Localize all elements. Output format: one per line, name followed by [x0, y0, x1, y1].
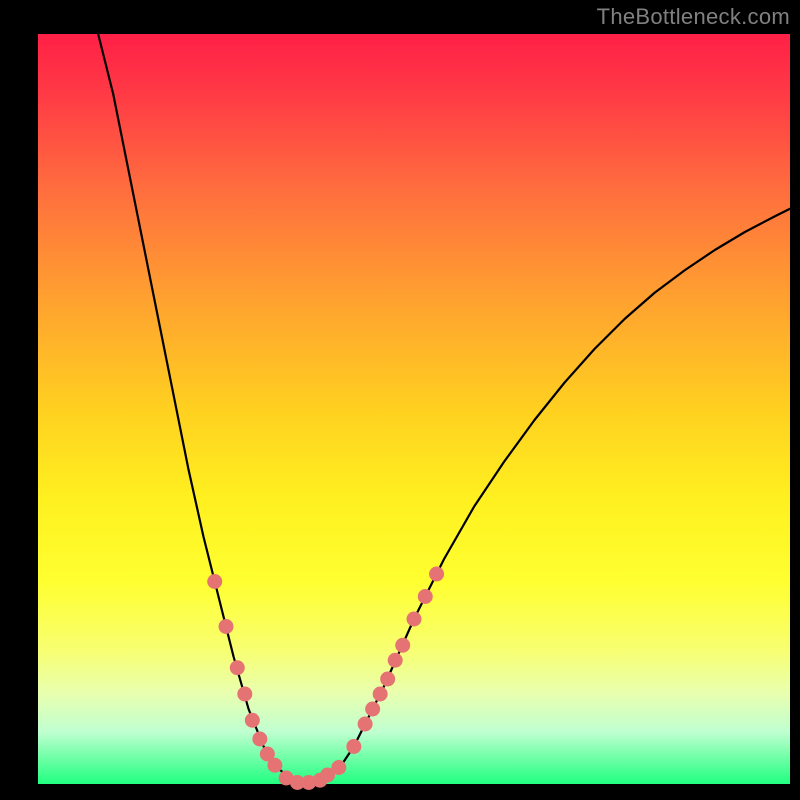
bottleneck-chart: TheBottleneck.com — [0, 0, 800, 800]
chart-svg — [0, 0, 800, 800]
watermark-text: TheBottleneck.com — [597, 4, 790, 30]
